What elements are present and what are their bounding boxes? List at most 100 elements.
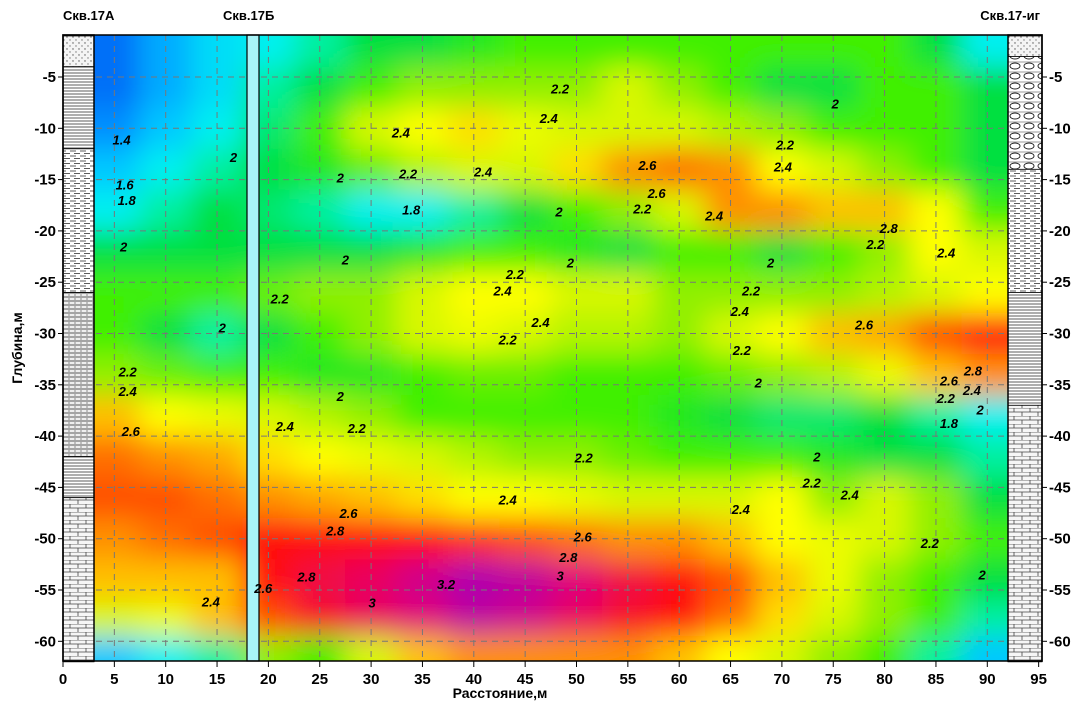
- heat-cell: [961, 477, 1008, 519]
- contour-label: 2.4: [493, 283, 513, 298]
- contour-label: 2: [336, 171, 345, 186]
- contour-label: 2.4: [498, 493, 518, 508]
- contour-label: 2: [554, 204, 563, 219]
- x-tick-label: 60: [671, 671, 688, 688]
- contour-label: 2.4: [473, 164, 493, 179]
- heat-cell: [94, 559, 141, 601]
- contour-label: 2.2: [118, 364, 138, 379]
- heat-cell: [294, 636, 346, 661]
- contour-label: 1.8: [402, 202, 421, 217]
- heat-cell: [94, 189, 141, 232]
- y-tick-label-right: -30: [1049, 326, 1071, 343]
- boreholes: Скв.17А Скв.17Б Скв.17-иг: [62, 8, 1043, 663]
- contour-label: 2: [229, 150, 238, 165]
- contour-label: 2.2: [865, 237, 885, 252]
- heat-cell: [653, 636, 706, 661]
- borehole-label: Скв.17А: [63, 8, 115, 23]
- heat-cell: [94, 395, 141, 437]
- contour-label: 2.2: [398, 166, 418, 181]
- lithology-layer-loam: [62, 148, 95, 293]
- heat-cell: [858, 636, 911, 661]
- y-tick-label-right: -50: [1049, 531, 1071, 548]
- contour-label: 1.8: [940, 416, 959, 431]
- x-tick-label: 35: [414, 671, 431, 688]
- y-tick-label: -20: [34, 223, 56, 240]
- heat-cell: [961, 189, 1008, 232]
- lithology-layer-clay: [1007, 292, 1043, 406]
- contour-labels: 2.221.4 2.42.42.222.2 2.4 2.6 2.41.61.822.61…: [112, 81, 986, 610]
- y-tick-label: -30: [34, 326, 56, 343]
- heat-cell: [961, 35, 1008, 68]
- x-tick-label: 45: [517, 671, 534, 688]
- x-tick-label: 15: [209, 671, 226, 688]
- y-tick-label-right: -15: [1049, 172, 1071, 189]
- contour-label: 2.2: [347, 421, 367, 436]
- contour-label: 1.6: [116, 178, 135, 193]
- y-tick-label-right: -35: [1049, 377, 1071, 394]
- contour-label: 2.2: [270, 292, 290, 307]
- heat-cell: [191, 636, 244, 661]
- contour-label: 2.2: [550, 81, 570, 96]
- x-tick-label: 50: [568, 671, 585, 688]
- grid-lines: [63, 35, 1042, 661]
- heat-cell: [94, 636, 141, 661]
- contour-label: 2.2: [632, 201, 652, 216]
- heat-cell: [94, 436, 141, 478]
- heat-cell: [550, 636, 603, 661]
- y-tick-label: -55: [34, 582, 56, 599]
- x-tick-label: 25: [311, 671, 328, 688]
- heat-cell: [602, 636, 655, 661]
- contour-label: 2.4: [731, 502, 751, 517]
- lithology-layer-limestone: [1007, 404, 1043, 663]
- contour-label: 2.2: [775, 138, 795, 153]
- contour-label: 2.6: [939, 374, 959, 389]
- y-tick-label-right: -5: [1049, 69, 1062, 86]
- lithology-layer-sandy-clay: [62, 292, 95, 458]
- axes: 0 5 10 15 20 25 30 35 40 45 50 55 60 65 70 75 80 85 90 95 -5…: [34, 69, 1070, 688]
- y-tick-label: -10: [34, 120, 56, 137]
- contour-label: 2: [566, 256, 575, 271]
- contour-label: 2.2: [920, 536, 940, 551]
- contour-label: 2.2: [741, 283, 761, 298]
- heat-cell: [140, 636, 192, 661]
- y-tick-label-right: -55: [1049, 582, 1071, 599]
- y-axis-title: Глубина,м: [9, 312, 25, 383]
- contour-label: 2.4: [840, 488, 860, 503]
- contour-label: 2.4: [962, 383, 982, 398]
- x-axis-title: Расстояние,м: [453, 685, 548, 701]
- heat-cell: [94, 600, 141, 637]
- contour-label: 2.4: [936, 245, 956, 260]
- y-tick-label: -60: [34, 633, 56, 650]
- y-tick-label: -45: [34, 479, 56, 496]
- x-tick-label: 95: [1030, 671, 1047, 688]
- y-tick-label-right: -10: [1049, 120, 1071, 137]
- heat-cell: [961, 636, 1008, 661]
- plot-frame: [62, 34, 1043, 662]
- contour-label: 2.2: [936, 391, 956, 406]
- contour-label: 2.6: [647, 186, 667, 201]
- contour-label: 2.2: [574, 451, 594, 466]
- y-tick-label: -5: [43, 69, 56, 86]
- heat-cell: [94, 271, 141, 314]
- contour-label: 2: [831, 97, 840, 112]
- contour-label: 2: [218, 320, 227, 335]
- contour-label: 2.6: [637, 158, 657, 173]
- heat-cell: [345, 636, 398, 661]
- heat-cell: [961, 436, 1008, 478]
- y-tick-label-right: -20: [1049, 223, 1071, 240]
- heat-cell: [94, 477, 141, 519]
- contour-label: 2.8: [558, 550, 578, 565]
- heat-cell: [910, 636, 963, 661]
- y-tick-label: -25: [34, 274, 56, 291]
- contour-label: 2: [766, 256, 775, 271]
- x-tick-label: 85: [928, 671, 945, 688]
- contour-label: 2.4: [730, 304, 750, 319]
- x-tick-label: 75: [825, 671, 842, 688]
- contour-label: 2.2: [498, 333, 518, 348]
- x-tick-label: 70: [774, 671, 791, 688]
- heat-cell: [94, 230, 141, 273]
- lithology-layer-sand: [62, 35, 95, 68]
- lithology-layer-gravel: [1007, 56, 1043, 170]
- x-tick-label: 5: [110, 671, 118, 688]
